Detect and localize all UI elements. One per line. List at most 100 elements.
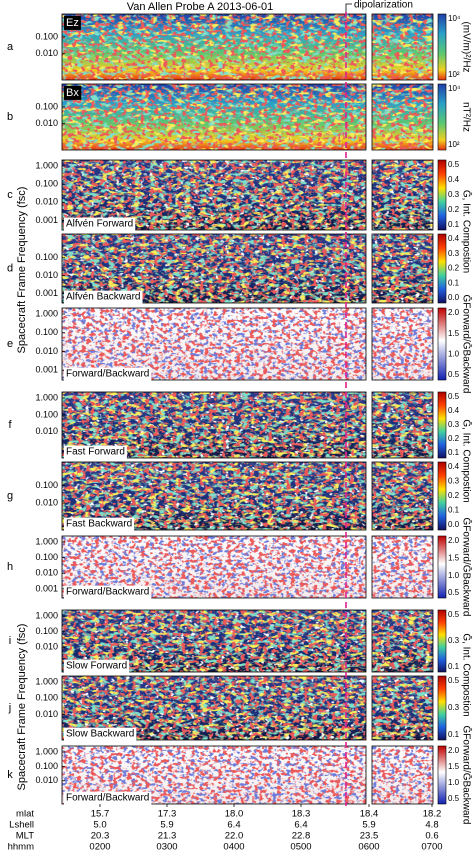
footer-value: 21.3 — [158, 831, 177, 842]
colorbar-tick-label: 0.4 — [448, 234, 460, 243]
footer-value: 22.0 — [225, 831, 244, 842]
y-tick-label: 1.000 — [35, 308, 58, 318]
footer-row-label: hhmm — [8, 842, 34, 853]
footer-row-label: Lshell — [9, 820, 34, 831]
colorbar-tick-label: 2.0 — [448, 308, 460, 317]
colorbar-tick-label: 0.5 — [448, 392, 460, 401]
colorbar — [437, 391, 447, 459]
colorbar-tick-label: 0.2 — [448, 434, 460, 443]
panel-frame — [61, 461, 367, 531]
panel-label: Fast Forward — [66, 447, 125, 458]
spectrogram-texture — [372, 160, 433, 230]
colorbar-tick-label: 1.0 — [448, 571, 460, 580]
y-tick-label: 0.100 — [35, 327, 58, 337]
colorbar-tick-label: 1.5 — [448, 762, 460, 771]
footer-value: 0400 — [223, 842, 244, 853]
colorbar-tick-label: 0.5 — [448, 610, 460, 619]
colorbar-label: ḠForward/ḠBackward — [460, 295, 472, 394]
footer-value: 5.0 — [93, 820, 106, 831]
colorbar-tick-label: 0.5 — [448, 160, 460, 169]
panel-frame — [61, 13, 367, 81]
footer-row-label: mlat — [16, 809, 34, 820]
spectrogram-texture — [372, 462, 433, 530]
spectrogram-texture — [372, 234, 433, 303]
y-tick-label: 0.001 — [35, 365, 58, 375]
panel-label-bg — [64, 659, 130, 673]
colorbar-label: nT²/Hz — [460, 102, 471, 132]
spectrogram-texture — [372, 610, 433, 672]
y-tick-label: 1.000 — [35, 610, 58, 620]
panel-frame — [61, 609, 367, 673]
y-tick-label: 0.001 — [35, 288, 58, 298]
colorbar — [437, 83, 447, 151]
colorbar-tick-label: 0.1 — [448, 730, 460, 739]
panel-frame — [371, 159, 434, 231]
colorbar-tick-label: 10² — [448, 140, 460, 149]
footer-row-label: MLT — [16, 831, 34, 842]
spectrogram-texture — [62, 14, 366, 80]
panel-frame — [61, 83, 367, 151]
footer-value: 18.3 — [292, 809, 311, 820]
footer-value: 15.7 — [91, 809, 110, 820]
panel-frame — [61, 675, 367, 741]
colorbar-tick-label: 1.5 — [448, 329, 460, 338]
panel-frame — [371, 83, 434, 151]
colorbar-tick-label: 0.1 — [448, 278, 460, 287]
footer-value: 18.2 — [423, 809, 442, 820]
panel-frame — [61, 233, 367, 304]
colorbar-tick-label: 10² — [448, 70, 460, 79]
y-tick-label: 1.000 — [35, 746, 58, 756]
panel-label: Slow Forward — [66, 661, 127, 672]
spectrogram-texture — [372, 308, 433, 380]
panel-label-bg — [64, 367, 152, 381]
colorbar-tick-label: 0.2 — [448, 264, 460, 273]
colorbar-tick-label: 0.2 — [448, 491, 460, 500]
y-tick-label: 0.100 — [35, 552, 58, 562]
panel-label: Alfvén Forward — [66, 219, 133, 230]
colorbar-tick-label: 0.2 — [448, 205, 460, 214]
y-tick-label: 0.100 — [35, 693, 58, 703]
colorbar — [437, 535, 447, 599]
footer-value: 0.6 — [425, 831, 438, 842]
colorbar — [437, 745, 447, 805]
spectrogram-texture — [372, 746, 433, 804]
y-tick-label: 0.010 — [35, 48, 58, 58]
colorbar-tick-label: 1.0 — [448, 349, 460, 358]
spectrogram-texture — [372, 676, 433, 740]
panel-label-bg — [64, 445, 127, 459]
panel-letter: d — [7, 262, 13, 274]
colorbar-tick-label: 0.4 — [448, 462, 460, 471]
colorbar-tick-label: 2.0 — [448, 746, 460, 755]
colorbar-tick-label: 2.0 — [448, 536, 460, 545]
panel-frame — [371, 233, 434, 304]
spectrogram-texture — [62, 84, 366, 150]
y-tick-label: 0.010 — [35, 775, 58, 785]
y-tick-label: 0.010 — [35, 197, 58, 207]
panel-label: Ez — [66, 17, 79, 29]
y-axis-label: Spacecraft Frame Frequency (fsc) — [16, 624, 28, 791]
panel-letter: j — [8, 702, 11, 714]
colorbar-tick-label: 0.4 — [448, 175, 460, 184]
footer-value: 0200 — [89, 842, 110, 853]
colorbar — [437, 159, 447, 231]
spectrogram-texture — [372, 392, 433, 458]
footer-value: 18.4 — [360, 809, 379, 820]
panel-letter: h — [7, 561, 13, 573]
colorbar-tick-label: 0.5 — [448, 676, 460, 685]
title: Van Allen Probe A 2013-06-01 — [127, 1, 274, 13]
y-tick-label: 1.000 — [35, 160, 58, 170]
y-axis-label: Spacecraft Frame Frequency (fsc) — [16, 187, 28, 354]
panel-label: Fast Backward — [66, 519, 132, 530]
panel-letter: b — [7, 111, 13, 123]
panel-label-bg — [64, 585, 152, 599]
panel-frame — [371, 391, 434, 459]
colorbar-tick-label: 0.0 — [448, 520, 460, 529]
panel-frame — [371, 13, 434, 81]
footer-value: 18.0 — [225, 809, 244, 820]
y-tick-label: 0.010 — [35, 642, 58, 652]
colorbar-label: Ḡ, Int. Compostion — [460, 190, 472, 273]
panel-frame — [371, 609, 434, 673]
footer-value: 20.3 — [91, 831, 110, 842]
footer-value: 5.9 — [160, 820, 173, 831]
